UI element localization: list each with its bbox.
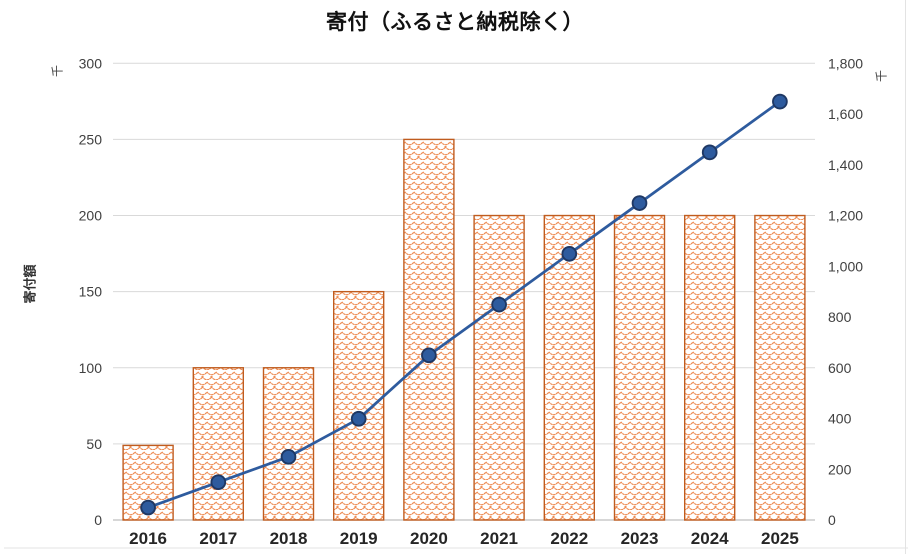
category-label-2024: 2024 — [691, 529, 729, 548]
left-axis-tick-label: 150 — [79, 284, 103, 300]
left-axis-tick-label: 200 — [79, 208, 103, 224]
category-label-2025: 2025 — [761, 529, 799, 548]
line-marker-2023 — [631, 195, 648, 211]
line-series — [146, 100, 782, 509]
category-label-2018: 2018 — [270, 529, 308, 548]
right-axis-tick-label: 1,000 — [828, 258, 863, 274]
line-marker-2024 — [701, 144, 718, 161]
category-label-2023: 2023 — [621, 529, 659, 548]
right-axis-tick-label: 400 — [828, 411, 852, 427]
left-axis-tick-label: 100 — [79, 360, 103, 376]
right-axis-tick-label: 1,800 — [828, 55, 863, 71]
line-marker-2025 — [772, 93, 788, 110]
line-marker-2016 — [140, 499, 156, 516]
left-axis-tick-label: 0 — [94, 512, 102, 528]
left-axis-tick-label: 50 — [86, 436, 102, 452]
bar-2024 — [684, 214, 736, 521]
bar-2020 — [403, 138, 455, 521]
category-label-2016: 2016 — [129, 529, 167, 548]
line-marker-2017 — [210, 474, 227, 491]
category-label-2021: 2021 — [480, 529, 518, 548]
line-marker-2022 — [561, 245, 578, 262]
category-label-2019: 2019 — [340, 529, 378, 548]
right-axis-tick-label: 1,400 — [828, 157, 863, 173]
left-axis-tick-label: 300 — [79, 55, 103, 71]
bar-2025 — [754, 214, 806, 521]
line-marker-2021 — [491, 296, 507, 313]
left-axis-tick-label: 250 — [79, 131, 103, 147]
category-label-2022: 2022 — [550, 529, 588, 548]
right-axis-tick-label: 200 — [828, 461, 852, 477]
bar-2018 — [262, 367, 315, 521]
right-axis-tick-label: 0 — [828, 512, 836, 528]
right-axis-tick-label: 600 — [828, 360, 852, 376]
bar-2017 — [192, 367, 245, 521]
category-label-2020: 2020 — [410, 529, 448, 548]
bar-2021 — [473, 214, 525, 521]
bar-2019 — [333, 290, 385, 521]
line-marker-2020 — [421, 347, 437, 364]
bar-2023 — [613, 214, 666, 521]
line-marker-2018 — [280, 448, 297, 465]
right-axis-tick-label: 800 — [828, 309, 852, 325]
chart-title: 寄付（ふるさと納税除く） — [326, 11, 584, 34]
line-marker-2019 — [350, 410, 367, 427]
right-axis-tick-label: 1,200 — [828, 208, 863, 224]
category-label-2017: 2017 — [199, 529, 237, 548]
right-axis-tick-label: 1,600 — [828, 106, 863, 122]
